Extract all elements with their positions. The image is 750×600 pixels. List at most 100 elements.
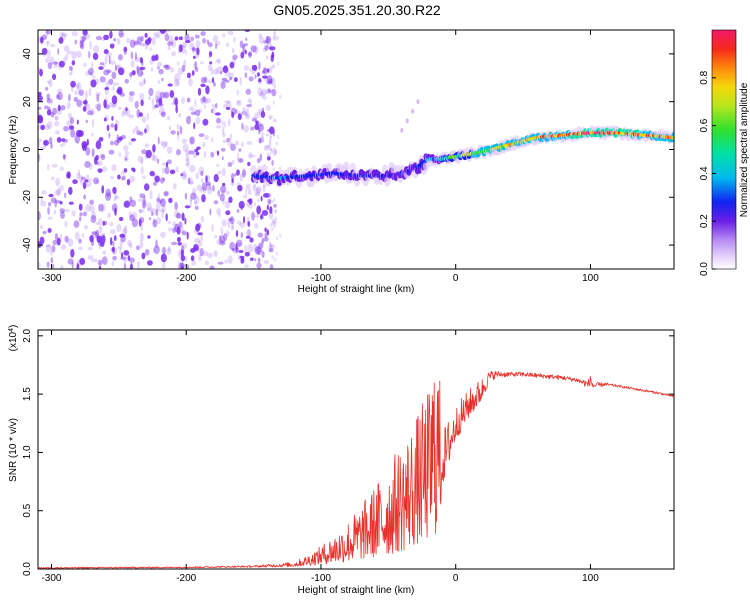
noise-point [217, 65, 223, 75]
noise-point [216, 150, 220, 156]
ridge-halo [343, 161, 350, 172]
noise-point [189, 136, 194, 146]
noise-point [139, 232, 144, 242]
noise-point [177, 132, 180, 141]
noise-point [128, 94, 134, 103]
noise-point [75, 50, 82, 59]
noise-point [262, 96, 267, 100]
noise-point [53, 60, 58, 69]
noise-point [112, 255, 117, 261]
noise-point [169, 90, 175, 98]
noise-point [155, 90, 162, 100]
noise-point [67, 238, 74, 247]
noise-point [95, 179, 100, 184]
noise-point [151, 208, 157, 216]
noise-point [38, 262, 41, 268]
noise-point [47, 80, 51, 85]
noise-point [61, 31, 66, 41]
noise-point [205, 181, 211, 187]
noise-point [93, 78, 100, 85]
noise-point [88, 162, 93, 171]
noise-point [59, 201, 63, 205]
noise-point [262, 75, 268, 79]
noise-point [39, 68, 43, 77]
snr-x-tick-label: -300 [41, 573, 61, 584]
noise-point [129, 263, 133, 269]
noise-point [269, 223, 273, 228]
noise-point [121, 111, 126, 118]
noise-point [209, 61, 213, 65]
noise-point [240, 142, 245, 148]
noise-point [263, 259, 270, 265]
noise-point [190, 255, 195, 262]
noise-point [269, 244, 276, 249]
noise-point [132, 128, 135, 135]
noise-point [56, 237, 61, 246]
noise-point [193, 152, 197, 159]
noise-point [156, 61, 163, 67]
noise-point [137, 155, 144, 164]
noise-point [201, 177, 204, 184]
noise-point [77, 246, 84, 251]
noise-point [260, 213, 263, 220]
noise-point [118, 136, 123, 141]
noise-point [210, 67, 214, 76]
noise-point [242, 45, 246, 54]
noise-point [111, 260, 114, 267]
noise-point [86, 173, 89, 180]
noise-point [129, 242, 133, 249]
noise-point [47, 163, 50, 171]
snr-y-tick-label: 1.0 [22, 445, 33, 459]
noise-point [146, 260, 153, 266]
noise-point [216, 207, 222, 215]
noise-point [97, 259, 103, 266]
noise-point [64, 192, 67, 199]
noise-point [181, 41, 188, 48]
noise-point [139, 92, 145, 102]
snr-y-axis-label: SNR (10 * v/v) [8, 418, 19, 482]
noise-point [46, 49, 51, 59]
noise-point [112, 82, 119, 86]
noise-point [117, 174, 121, 180]
noise-point [272, 30, 277, 39]
noise-point [158, 198, 165, 202]
noise-point [190, 36, 194, 42]
noise-point [59, 264, 64, 269]
noise-point [167, 83, 173, 87]
noise-point [51, 73, 57, 81]
noise-point [82, 100, 88, 105]
noise-point [91, 254, 94, 263]
noise-point [256, 186, 262, 194]
noise-point [88, 87, 92, 97]
noise-point [114, 123, 118, 132]
noise-point [40, 124, 45, 131]
noise-point [271, 221, 274, 226]
noise-point [114, 195, 120, 200]
noise-point [171, 39, 177, 48]
noise-point [102, 250, 107, 256]
noise-point [230, 173, 235, 181]
noise-point [101, 37, 106, 42]
noise-point [55, 177, 61, 187]
noise-point [262, 47, 268, 52]
noise-point [96, 93, 100, 103]
noise-point [212, 34, 219, 43]
noise-point [126, 178, 131, 186]
noise-point [174, 97, 178, 107]
noise-point [130, 51, 134, 60]
noise-point [244, 30, 251, 33]
noise-point [213, 82, 216, 87]
noise-point [155, 208, 159, 217]
noise-point [193, 195, 200, 205]
noise-point [129, 196, 133, 203]
noise-point [162, 177, 166, 182]
noise-point [152, 143, 156, 153]
noise-point [114, 207, 117, 216]
noise-point [103, 63, 106, 68]
noise-point [76, 119, 79, 125]
noise-point [274, 36, 278, 41]
snr-y-multiplier-base: (x10 [8, 331, 19, 351]
noise-point [245, 235, 251, 239]
noise-point [254, 123, 260, 131]
